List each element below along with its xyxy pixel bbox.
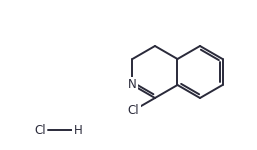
- Text: H: H: [74, 123, 82, 136]
- Text: Cl: Cl: [128, 104, 139, 117]
- Text: N: N: [128, 78, 137, 92]
- Text: Cl: Cl: [34, 123, 46, 136]
